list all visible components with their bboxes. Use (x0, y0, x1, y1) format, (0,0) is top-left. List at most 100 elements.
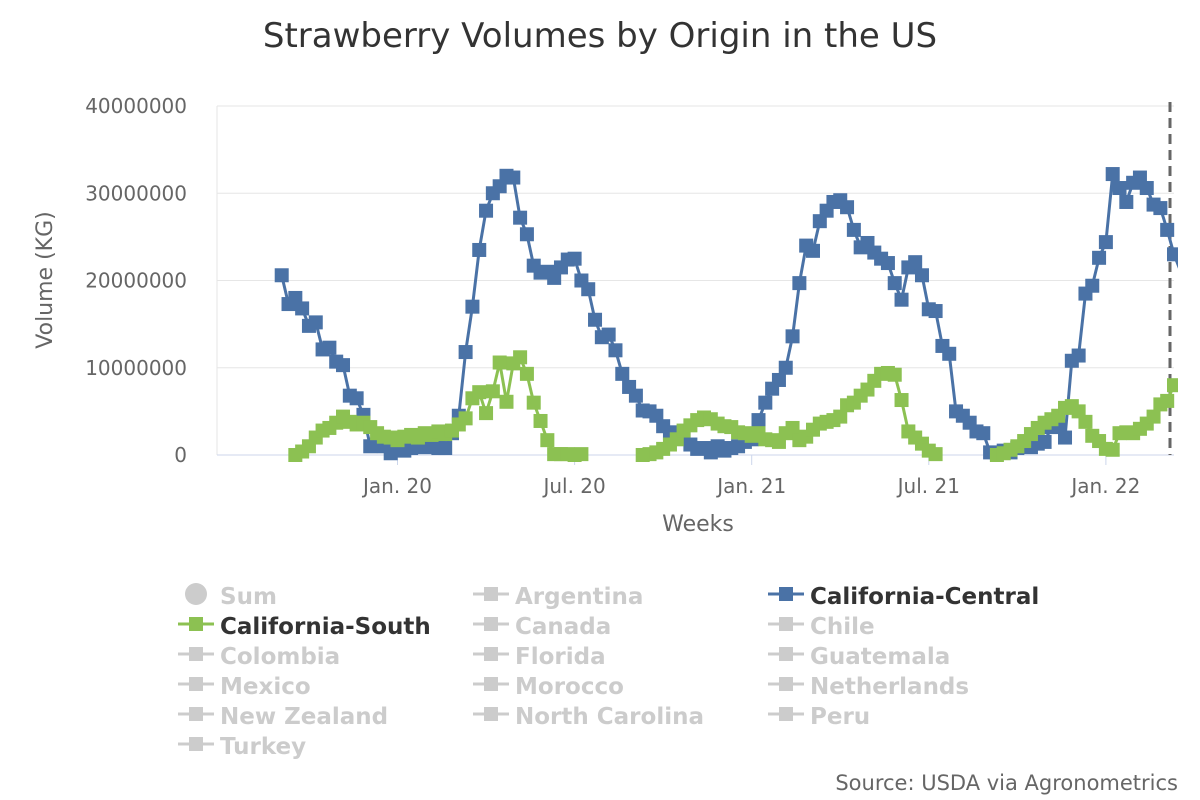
legend-symbol-marker (189, 617, 203, 631)
legend-symbol-marker (484, 677, 498, 691)
data-point (533, 413, 548, 428)
legend-label: Sum (220, 584, 277, 610)
legend-symbol-marker (484, 707, 498, 721)
series-california-south (288, 350, 1178, 462)
data-point (758, 395, 773, 410)
data-point (349, 391, 364, 406)
data-point (846, 222, 861, 237)
legend-symbol-marker (189, 677, 203, 691)
data-point (472, 242, 487, 257)
legend-item-morocco[interactable]: Morocco (473, 674, 624, 700)
y-axis-ticks: 0 10000000 20000000 30000000 40000000 (85, 94, 187, 467)
data-point (778, 360, 793, 375)
data-point (887, 367, 902, 382)
data-point (465, 299, 480, 314)
data-point (1105, 167, 1120, 182)
data-point (908, 255, 923, 270)
data-point (479, 203, 494, 218)
legend-item-california-south[interactable]: California-South (178, 614, 431, 640)
legend-label: California-Central (810, 584, 1039, 610)
data-point (1078, 414, 1093, 429)
data-point (513, 210, 528, 225)
data-point (1098, 235, 1113, 250)
data-point (1153, 201, 1168, 216)
data-point (928, 304, 943, 319)
data-point (928, 447, 943, 462)
y-tick-label: 30000000 (85, 181, 187, 205)
data-point (608, 343, 623, 358)
data-point (1105, 442, 1120, 457)
data-point (499, 394, 514, 409)
data-point (771, 372, 786, 387)
data-point (438, 441, 453, 456)
data-point (322, 340, 337, 355)
source-credit: Source: USDA via Agronometrics (835, 771, 1178, 795)
legend-symbol-marker (189, 707, 203, 721)
legend-symbol-marker (484, 587, 498, 601)
data-point (914, 268, 929, 283)
legend-symbol (185, 583, 207, 605)
data-point (513, 350, 528, 365)
data-point (880, 256, 895, 271)
legend-label: Argentina (515, 584, 643, 610)
legend-item-guatemala[interactable]: Guatemala (768, 644, 950, 670)
legend-item-florida[interactable]: Florida (473, 644, 606, 670)
data-point (1112, 181, 1127, 196)
legend-label: Guatemala (810, 644, 950, 670)
legend-label: Chile (810, 614, 875, 640)
x-tick-label: Jul. 21 (896, 474, 960, 498)
data-point (976, 426, 991, 441)
data-point (458, 345, 473, 360)
data-point (785, 420, 800, 435)
legend-item-colombia[interactable]: Colombia (178, 644, 340, 670)
data-point (785, 329, 800, 344)
legend-item-peru[interactable]: Peru (768, 704, 870, 730)
data-point (519, 227, 534, 242)
data-point (506, 170, 521, 185)
legend-item-netherlands[interactable]: Netherlands (768, 674, 969, 700)
legend-item-chile[interactable]: Chile (768, 614, 875, 640)
data-point (540, 433, 555, 448)
series-layer (274, 167, 1178, 462)
legend-item-new-zealand[interactable]: New Zealand (178, 704, 388, 730)
data-point (526, 395, 541, 410)
legend-symbol-marker (484, 647, 498, 661)
data-point (1139, 181, 1154, 196)
data-point (1160, 393, 1175, 408)
legend-symbol-marker (779, 617, 793, 631)
data-point (567, 251, 582, 266)
data-point (615, 366, 630, 381)
data-point (1167, 378, 1178, 393)
legend-item-turkey[interactable]: Turkey (178, 734, 306, 760)
legend-label: Florida (515, 644, 606, 670)
legend-symbol-marker (779, 647, 793, 661)
legend-symbol-marker (779, 677, 793, 691)
data-point (308, 315, 323, 330)
data-point (479, 406, 494, 421)
legend-item-north-carolina[interactable]: North Carolina (473, 704, 704, 730)
legend-item-canada[interactable]: Canada (473, 614, 611, 640)
legend-label: North Carolina (515, 704, 704, 730)
data-point (295, 301, 310, 316)
legend-item-sum[interactable]: Sum (185, 583, 277, 610)
y-tick-label: 20000000 (85, 269, 187, 293)
legend-label: Morocco (515, 674, 624, 700)
data-point (519, 366, 534, 381)
legend-label: Turkey (220, 734, 306, 760)
data-point (1071, 348, 1086, 363)
data-point (1037, 434, 1052, 449)
legend-item-california-central[interactable]: California-Central (768, 584, 1039, 610)
data-point (628, 388, 643, 403)
data-point (1146, 409, 1161, 424)
legend-label: California-South (220, 614, 431, 640)
data-point (601, 327, 616, 342)
legend-item-mexico[interactable]: Mexico (178, 674, 311, 700)
legend-label: Mexico (220, 674, 311, 700)
legend-item-argentina[interactable]: Argentina (473, 584, 643, 610)
legend: Sum Argentina California-Central California… (178, 583, 1039, 760)
data-point (894, 393, 909, 408)
data-point (792, 276, 807, 291)
y-tick-label: 40000000 (85, 94, 187, 118)
x-tick-label: Jan. 22 (1069, 474, 1140, 498)
data-point (588, 312, 603, 327)
